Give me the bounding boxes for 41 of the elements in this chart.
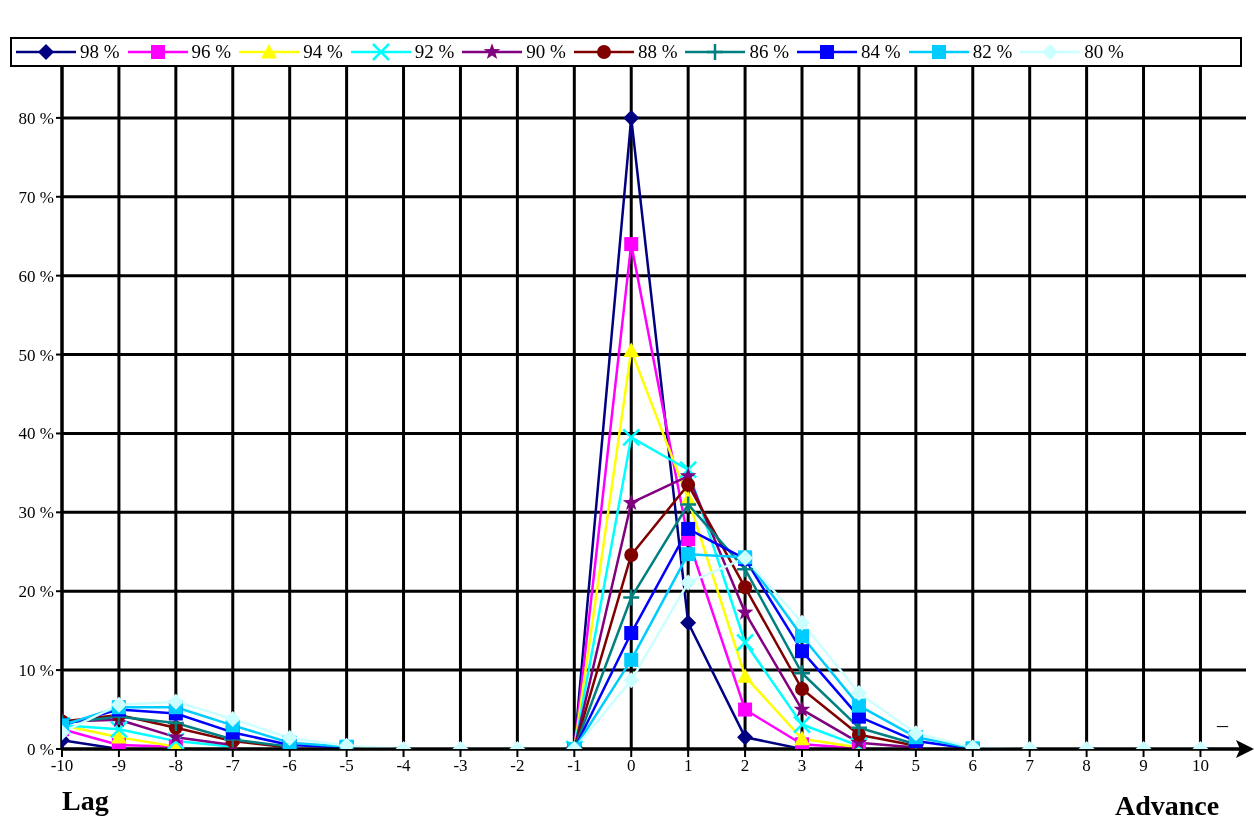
x-tick-label: -5 <box>339 756 354 776</box>
x-tick-label: -9 <box>111 756 127 776</box>
x-tick-label: -3 <box>453 756 468 776</box>
x-tick-label: 0 <box>626 756 636 776</box>
y-tick-label: 50 % <box>18 345 54 365</box>
x-tick-label: -4 <box>396 756 412 776</box>
y-tick-label: 80 % <box>18 108 54 128</box>
y-tick-label: 30 % <box>18 503 54 523</box>
x-tick-label: -8 <box>168 756 183 776</box>
y-tick-label: 70 % <box>18 187 54 207</box>
x-tick-label: -2 <box>510 756 525 776</box>
legend-label: 86 % <box>749 41 790 63</box>
x-tick-label: 3 <box>797 756 807 776</box>
y-tick-label: 20 % <box>18 582 54 602</box>
legend-label: 84 % <box>861 41 901 63</box>
x-tick-label: 1 <box>683 756 693 776</box>
x-tick-label: 6 <box>968 756 978 776</box>
text: Advance <box>1115 790 1220 822</box>
legend-label: 82 % <box>972 41 1013 63</box>
x-tick-label: 9 <box>1139 756 1148 776</box>
y-tick-label: 40 % <box>18 424 54 444</box>
legend-label: 92 % <box>414 41 455 63</box>
x-tick-label: 2 <box>740 756 750 776</box>
legend-label: 80 % <box>1084 41 1124 63</box>
x-tick-label: -7 <box>225 756 241 776</box>
x-tick-label: 7 <box>1025 756 1035 776</box>
legend-label: 98 % <box>80 41 120 63</box>
annotation: – <box>1217 712 1228 738</box>
text: Lag <box>62 785 109 817</box>
x-tick-label: -1 <box>567 756 582 776</box>
legend-label: 94 % <box>303 41 343 63</box>
x-tick-label: 10 <box>1191 756 1209 776</box>
y-tick-label: 10 % <box>18 661 54 681</box>
legend-label: 88 % <box>637 41 678 63</box>
x-tick-label: -6 <box>282 756 297 776</box>
x-tick-label: 4 <box>854 756 864 776</box>
legend-label: 96 % <box>191 41 232 63</box>
x-tick-label: 5 <box>911 756 921 776</box>
x-tick-label: 8 <box>1082 756 1091 776</box>
legend-label: 90 % <box>526 41 566 63</box>
y-tick-label: 60 % <box>18 266 54 286</box>
